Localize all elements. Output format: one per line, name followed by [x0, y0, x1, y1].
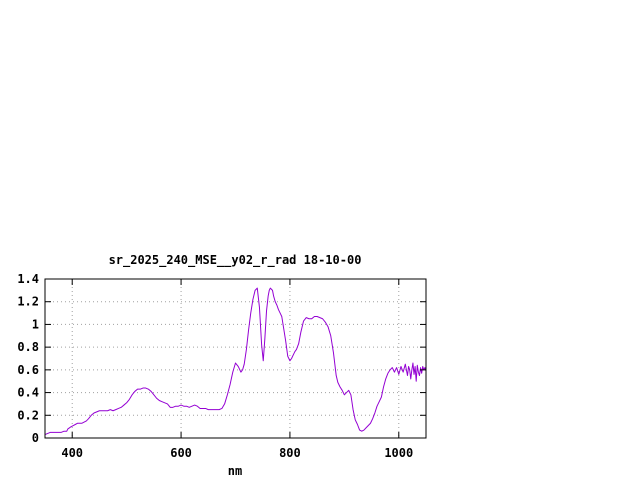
y-tick-label: 0.8	[17, 340, 39, 354]
x-tick-label: 800	[279, 446, 301, 460]
plot-frame	[44, 278, 427, 439]
axis-ticks: 0 0.2 0.4 0.6 0.8 1 1.2 1.4 400 600 800 1000	[17, 272, 426, 460]
y-tick-label: 0	[32, 431, 39, 445]
y-tick-label: 0.6	[17, 363, 39, 377]
y-tick-label: 1.2	[17, 295, 39, 309]
y-tick-label: 0.4	[17, 386, 39, 400]
chart-title: sr_2025_240_MSE__y02_r_rad 18-10-00	[109, 253, 362, 268]
x-tick-label: 1000	[384, 446, 413, 460]
x-tick-label: 600	[170, 446, 192, 460]
series-layer	[44, 287, 427, 436]
series-line-1	[44, 287, 427, 436]
y-tick-label: 1.4	[17, 272, 39, 286]
x-axis-label: nm	[228, 464, 242, 478]
x-tick-label: 400	[61, 446, 83, 460]
y-tick-label: 0.2	[17, 408, 39, 422]
y-tick-label: 1	[32, 317, 39, 331]
grid-lines	[45, 279, 426, 438]
